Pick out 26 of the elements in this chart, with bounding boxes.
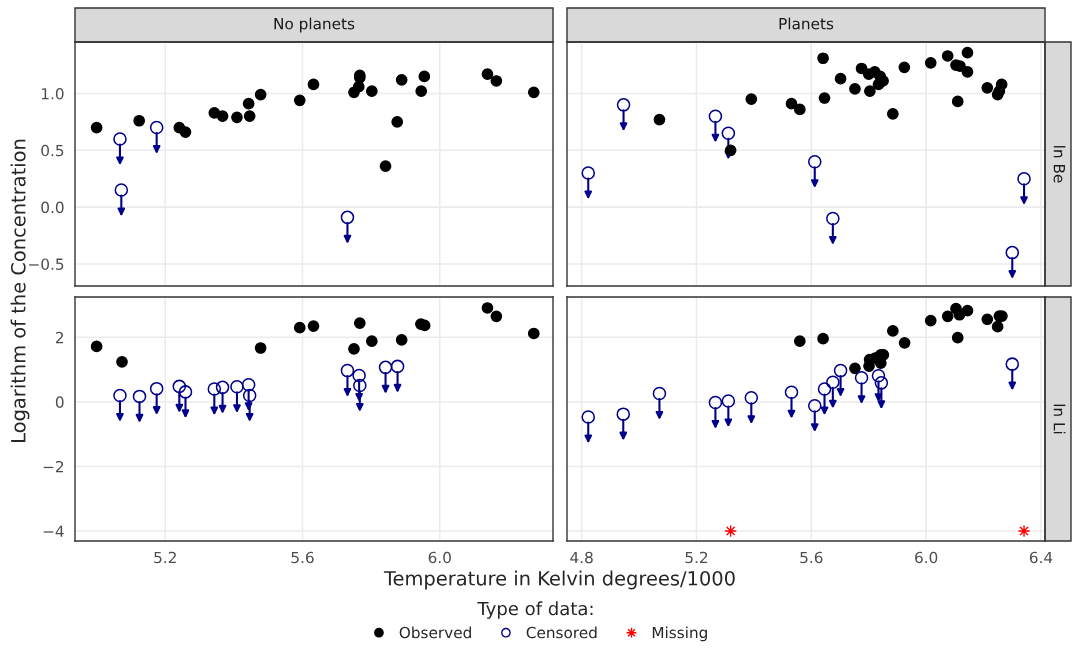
y2-axis-title: ln Be bbox=[1053, 146, 1066, 183]
chart-title: Planets bbox=[779, 17, 834, 30]
x-tick-label: 6.4 bbox=[1029, 551, 1053, 564]
y-tick-label: 0 bbox=[55, 396, 64, 408]
x-tick-label: 5.6 bbox=[800, 551, 823, 564]
x-tick-label: 6.0 bbox=[915, 551, 938, 564]
y-tick-label: 0.0 bbox=[41, 201, 64, 214]
y-tick-label: 0.5 bbox=[41, 144, 64, 157]
x-tick-label: 5.2 bbox=[685, 551, 708, 564]
y-tick-label: −2 bbox=[43, 460, 64, 473]
legend-title: Type of data: bbox=[477, 601, 593, 619]
y-tick-label: 2 bbox=[55, 331, 64, 344]
y2-axis-title: ln Li bbox=[1053, 404, 1066, 434]
y-tick-label: 1.0 bbox=[41, 87, 64, 100]
x-axis-title: Temperature in Kelvin degrees/1000 bbox=[383, 570, 735, 590]
y-tick-label: −4 bbox=[43, 525, 64, 537]
x-tick-label: 4.8 bbox=[570, 551, 593, 564]
chart-title: No planets bbox=[274, 17, 355, 33]
x-tick-label: 6.0 bbox=[428, 551, 451, 564]
y-tick-label: −0.5 bbox=[29, 258, 64, 270]
y-axis-title: Logarithm of the Concentration bbox=[10, 139, 30, 442]
legend-label: Missing bbox=[652, 626, 707, 642]
x-tick-label: 5.6 bbox=[291, 551, 314, 564]
x-tick-label: 5.2 bbox=[154, 551, 176, 564]
legend-label: Observed bbox=[399, 626, 471, 639]
legend-label: Censored bbox=[526, 626, 597, 639]
